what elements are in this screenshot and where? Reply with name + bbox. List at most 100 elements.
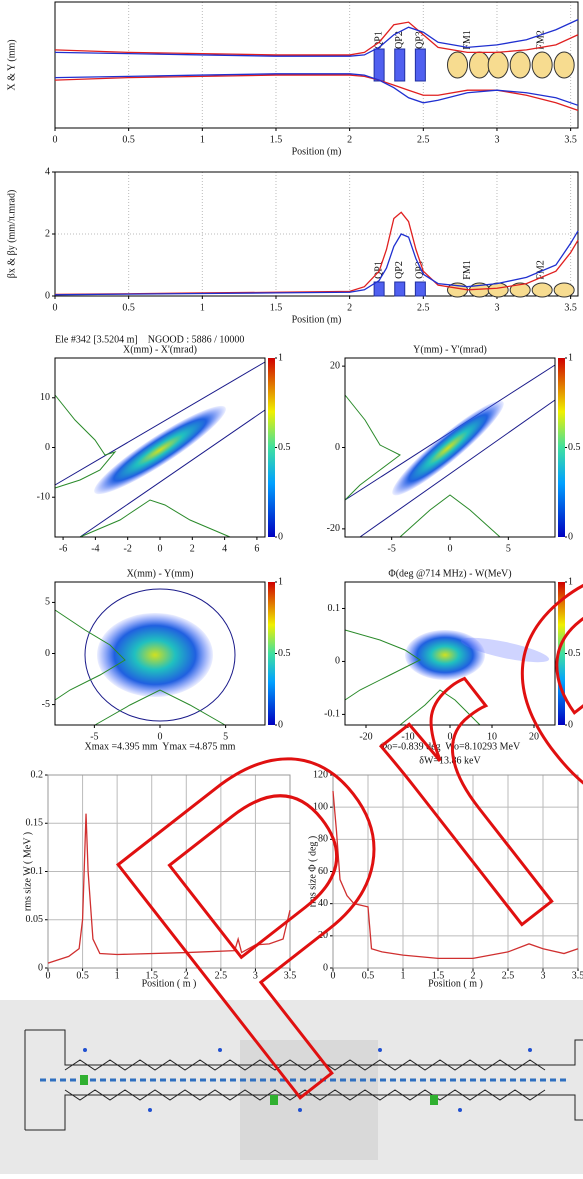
series-line — [47, 813, 291, 964]
x-tick-label: 3 — [253, 970, 258, 981]
x-tick-label: 0 — [46, 970, 51, 981]
colorbar-label: 0.5 — [568, 648, 581, 659]
y-tick-label: 20 — [330, 360, 340, 371]
frame — [54, 581, 266, 726]
element — [373, 281, 385, 297]
x-tick-label: 2.5 — [215, 970, 228, 981]
x-tick-label: 0 — [53, 134, 58, 145]
series-line — [54, 73, 579, 106]
x-tick-label: 3 — [541, 970, 546, 981]
y-tick-label: 60 — [318, 866, 328, 877]
x-tick-label: 6 — [254, 543, 259, 554]
x-tick-label: -10 — [401, 731, 414, 742]
x-tick-label: 1.5 — [270, 302, 283, 313]
x-axis-label: Position ( m ) — [428, 978, 483, 989]
element-label: QP2 — [394, 31, 405, 49]
element — [509, 282, 531, 298]
y-axis-label: rms size Φ ( deg ) — [307, 836, 318, 907]
element-label: FM1 — [462, 260, 473, 279]
x-tick-label: 3.5 — [572, 970, 583, 981]
x-tick-label: 2 — [190, 543, 195, 554]
element — [447, 51, 469, 79]
x-tick-label: -20 — [359, 731, 372, 742]
x-axis-label: Position (m) — [292, 146, 342, 157]
x-tick-label: 0.5 — [122, 302, 135, 313]
y-tick-label: -5 — [42, 699, 50, 710]
plot-title: Y(mm) - Y'(mrad) — [413, 344, 487, 355]
y-tick-label: 0.15 — [26, 818, 44, 829]
y-tick-label: -10 — [37, 492, 50, 503]
element — [414, 281, 426, 297]
series-line — [54, 19, 579, 57]
colorbar-label: 0 — [568, 719, 573, 730]
chart: 0 0.5 1 1.5 2 2.5 3 3.5 0 20 40 60 80 100 120 Position … — [307, 769, 583, 989]
colorbar — [268, 582, 275, 725]
x-tick-label: 0 — [331, 970, 336, 981]
y-tick-label: 0 — [335, 442, 340, 453]
x-tick-label: -2 — [124, 543, 132, 554]
colorbar — [268, 358, 275, 537]
chart: 0 0.5 1 1.5 2 2.5 3 3.5 Position (m) X & Y (mm) QP… — [6, 1, 579, 157]
x-axis-label: Position (m) — [292, 314, 342, 325]
y-tick-label: 5 — [45, 597, 50, 608]
element-label: FM1 — [462, 30, 473, 49]
x-tick-label: 1 — [115, 970, 120, 981]
x-tick-label: 20 — [529, 731, 539, 742]
element-label: QP3 — [415, 261, 426, 279]
x-tick-label: 3 — [494, 134, 499, 145]
x-tick-label: 2 — [471, 970, 476, 981]
caption: Xmax =4.395 mm Ymax =4.875 mm — [85, 741, 236, 752]
y-tick-label: 0.2 — [31, 769, 44, 780]
field-image — [0, 1000, 583, 1174]
colorbar — [558, 582, 565, 725]
x-tick-label: 0 — [53, 302, 58, 313]
y-tick-label: 0 — [335, 656, 340, 667]
series-line — [54, 21, 579, 56]
x-tick-label: 0 — [158, 543, 163, 554]
y-tick-label: 0.1 — [31, 866, 44, 877]
x-tick-label: 1 — [200, 302, 205, 313]
y-axis-label: βx & βy (mm/π.mrad) — [6, 190, 17, 279]
frame — [54, 357, 266, 538]
frame — [344, 357, 556, 538]
x-tick-label: 3 — [494, 302, 499, 313]
colorbar-label: 1 — [278, 576, 283, 587]
element — [531, 282, 553, 298]
chart: -5 0 5 -20 0 20 Y(mm) - Y'(mrad) 0 0.5 1 — [327, 344, 581, 554]
plot-title: X(mm) - Y(mm) — [127, 568, 194, 579]
element — [531, 51, 553, 79]
y-tick-label: 0 — [323, 962, 328, 973]
y-tick-label: -20 — [327, 523, 340, 534]
x-tick-label: 5 — [506, 543, 511, 554]
x-tick-label: -6 — [59, 543, 67, 554]
x-tick-label: 4 — [222, 543, 227, 554]
x-tick-label: 10 — [487, 731, 497, 742]
y-axis-label: rms size W ( MeV ) — [22, 832, 33, 911]
element — [414, 48, 426, 82]
x-tick-label: 1.5 — [432, 970, 445, 981]
frame — [54, 1, 579, 129]
y-tick-label: 80 — [318, 834, 328, 845]
y-tick-label: 0 — [45, 442, 50, 453]
plot-title: X(mm) - X'(mrad) — [123, 344, 197, 355]
y-tick-label: 0 — [38, 962, 43, 973]
y-tick-label: 0.05 — [26, 914, 44, 925]
element-label: QP3 — [415, 31, 426, 49]
x-tick-label: -5 — [90, 731, 98, 742]
x-tick-label: 0.5 — [362, 970, 375, 981]
x-tick-label: 2 — [347, 302, 352, 313]
y-tick-label: 10 — [40, 392, 50, 403]
colorbar-label: 0 — [278, 719, 283, 730]
element-label: QP1 — [373, 31, 384, 49]
element — [394, 281, 406, 297]
colorbar-label: 0.5 — [278, 442, 291, 453]
x-tick-label: 1 — [200, 134, 205, 145]
frame — [332, 774, 579, 969]
y-tick-label: 2 — [45, 228, 50, 239]
element — [509, 51, 531, 79]
element-label: FM2 — [535, 30, 546, 49]
element — [394, 48, 406, 82]
y-tick-label: 0 — [45, 648, 50, 659]
colorbar-label: 1 — [568, 352, 573, 363]
